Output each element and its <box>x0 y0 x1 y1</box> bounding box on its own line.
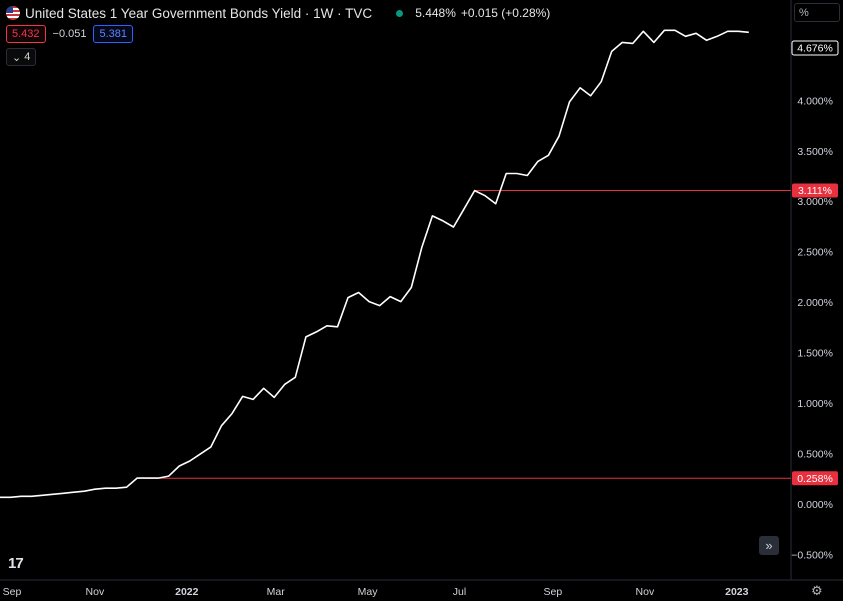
horizontal-line-label: 3.111% <box>798 185 832 197</box>
last-value-label: 4.676% <box>797 43 833 55</box>
spread-value: −0.051 <box>52 28 87 40</box>
horizontal-line-labels: 3.111% 0.258% <box>792 183 838 486</box>
price-axis-tick: 0.000% <box>797 499 833 511</box>
time-axis-tick: Sep <box>544 586 563 598</box>
quote-row: 5.432 −0.051 5.381 <box>6 25 134 43</box>
horizontal-line-badge <box>792 471 838 486</box>
time-axis-tick: 2022 <box>175 586 199 598</box>
price-axis-tick: 4.000% <box>797 95 833 107</box>
price-change: +0.015 (+0.28%) <box>460 6 551 20</box>
time-axis-tick: Jul <box>453 586 466 598</box>
us-flag-icon <box>6 6 20 20</box>
yield-line <box>0 29 749 499</box>
sell-button[interactable]: 5.432 <box>6 25 46 43</box>
price-axis-tick: 1.000% <box>797 398 833 410</box>
time-axis-tick: Nov <box>86 586 105 598</box>
percent-scale-button[interactable]: % <box>794 3 840 22</box>
symbol-header[interactable]: United States 1 Year Government Bonds Yi… <box>6 4 550 22</box>
price-axis-tick: 0.500% <box>797 448 833 460</box>
time-axis-tick: Sep <box>3 586 22 598</box>
tradingview-logo: 17 <box>8 555 24 572</box>
time-axis-tick: Mar <box>267 586 286 598</box>
last-value-badge: 4.676% <box>791 40 839 56</box>
price-axis-tick: 3.500% <box>797 146 833 158</box>
time-axis[interactable]: Sep Nov 2022 Mar May Jul Sep Nov 2023 <box>3 586 749 598</box>
chevron-down-icon: ⌄ <box>12 51 22 64</box>
price-axis-tick: 3.000% <box>797 196 833 208</box>
price-axis-tick: −0.500% <box>791 549 833 561</box>
price-axis-tick: 2.000% <box>797 297 833 309</box>
time-axis-tick: 2023 <box>725 586 749 598</box>
horizontal-line-label: 0.258% <box>797 473 833 485</box>
gear-icon[interactable]: ⚙ <box>811 583 823 598</box>
symbol-title[interactable]: United States 1 Year Government Bonds Yi… <box>25 5 373 21</box>
horizontal-lines[interactable] <box>147 190 791 479</box>
price-axis-tick: 1.500% <box>797 348 833 360</box>
time-axis-tick: May <box>358 586 379 598</box>
last-price: 5.448% <box>415 6 456 20</box>
time-axis-tick: Nov <box>636 586 655 598</box>
indicators-count: 4 <box>24 51 31 63</box>
indicators-toggle-button[interactable]: ⌄ 4 <box>6 48 37 66</box>
double-chevron-right-icon: » <box>765 538 773 553</box>
price-axis-tick: 2.500% <box>797 247 833 259</box>
market-status-icon <box>396 9 404 17</box>
scroll-to-realtime-button[interactable]: » <box>759 536 779 555</box>
horizontal-line-badge <box>792 183 838 198</box>
buy-button[interactable]: 5.381 <box>93 25 134 43</box>
